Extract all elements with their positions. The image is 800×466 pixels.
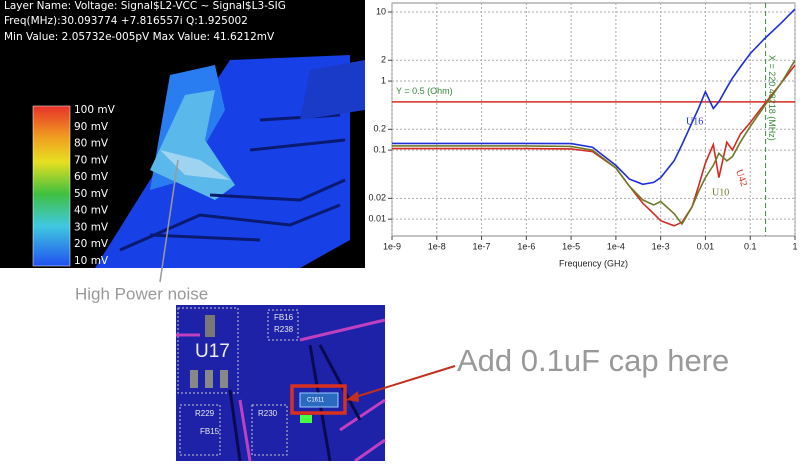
scale-label: 40 mV (74, 205, 109, 217)
traces (119, 113, 346, 252)
x-tick-label: 1e-4 (607, 241, 625, 251)
marker-label: Y = 0.5 (Ohm) (396, 86, 453, 96)
x-tick-label: 1e-5 (562, 241, 580, 251)
ref-label: R229 (195, 409, 215, 418)
screen-text: Min Value: 2.05732e-005pV Max Value: 41.… (4, 31, 275, 43)
outline (267, 309, 299, 341)
pcb-layout: U17 FB16 R238 C1611 R229 R230 FB15 (176, 305, 386, 463)
pad (300, 415, 312, 423)
annotation: Add 0.1uF cap here (457, 343, 729, 378)
scale-label: 20 mV (74, 238, 109, 250)
plane (95, 55, 350, 268)
plot-area (391, 2, 796, 237)
y-tick-label: 0.1 (373, 144, 386, 154)
x-tick-label: 1e-7 (473, 241, 491, 251)
ref-label: R230 (258, 409, 278, 418)
scale-label: 50 mV (74, 188, 109, 200)
marker-label: X = 220.48218 (MHz) (767, 55, 777, 141)
y-tick-label: 10 (376, 6, 386, 16)
callout-line (159, 159, 179, 283)
x-tick-label: 1 (792, 241, 797, 251)
pad (205, 315, 215, 337)
outline (179, 404, 221, 456)
x-tick-label: 1e-8 (428, 241, 446, 251)
arrow (351, 365, 456, 399)
pad (220, 370, 228, 388)
series-line (392, 59, 796, 226)
component-label: U17 (195, 341, 230, 362)
y-tick-label: 0.02 (368, 193, 386, 203)
series-label: U10 (712, 187, 729, 198)
scale-label: 30 mV (74, 221, 109, 233)
scale-label: 90 mV (74, 121, 109, 133)
x-axis-label: Frequency (GHz) (559, 258, 628, 268)
x-tick-label: 1e-9 (383, 241, 401, 251)
series-line (392, 8, 796, 186)
screen-text: Freq(MHz):30.093774 +7.816557i Q:1.92500… (4, 15, 248, 27)
scale-label: 80 mV (74, 138, 109, 150)
y-tick-label: 0.01 (368, 214, 386, 224)
x-tick-label: 0.1 (744, 241, 757, 251)
pcb-voltage-map (95, 55, 365, 268)
x-tick-label: 1e-6 (517, 241, 535, 251)
highlight-box (290, 384, 347, 415)
outline (177, 307, 239, 394)
color-bar (32, 105, 71, 267)
pad (190, 370, 198, 388)
capacitor (299, 392, 339, 408)
screen-text: Layer Name: Voltage: Signal$L2-VCC ~ Sig… (4, 0, 286, 12)
pad (205, 370, 213, 388)
plane (300, 60, 365, 120)
y-tick-label: 1 (381, 75, 386, 85)
ref-label: FB16 (274, 313, 294, 322)
hotspot (160, 150, 230, 180)
traces (176, 318, 386, 463)
y-tick-label: 0.2 (373, 124, 386, 134)
annotation: High Power noise (75, 284, 208, 303)
y-tick-label: 2 (381, 55, 386, 65)
scale-label: 10 mV (74, 255, 109, 267)
x-tick-label: 1e-3 (652, 241, 670, 251)
x-tick-label: 0.01 (697, 241, 715, 251)
outline (251, 404, 288, 456)
ref-label: R238 (274, 325, 294, 334)
ref-label: FB15 (200, 427, 220, 436)
scale-label: 100 mV (74, 104, 116, 116)
scale-label: 70 mV (74, 154, 109, 166)
series-label: U16 (686, 116, 703, 127)
ref-label: C1611 (307, 398, 325, 404)
scale-label: 60 mV (74, 171, 109, 183)
arrow-head (346, 391, 359, 402)
